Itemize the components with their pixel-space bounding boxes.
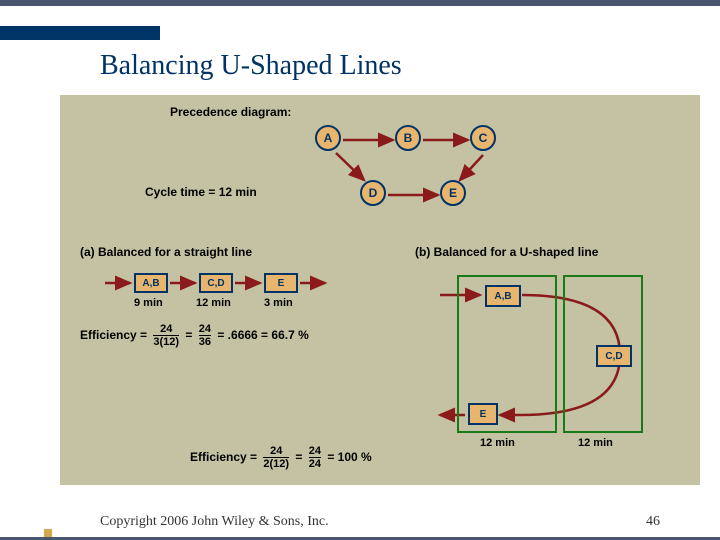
u-box-e: E bbox=[468, 403, 498, 425]
copyright: Copyright 2006 John Wiley & Sons, Inc. bbox=[100, 514, 329, 530]
u-time-2: 12 min bbox=[578, 437, 613, 449]
efficiency-b: Efficiency = 242(12) = 2424 = 100 % bbox=[190, 445, 372, 470]
box-ab: A,B bbox=[134, 273, 168, 293]
efficiency-a: Efficiency = 243(12) = 2436 = .6666 = 66… bbox=[80, 323, 309, 348]
u-box-cd: C,D bbox=[596, 345, 632, 367]
box-e: E bbox=[264, 273, 298, 293]
section-b-label: (b) Balanced for a U-shaped line bbox=[415, 245, 598, 259]
slide-title: Balancing U-Shaped Lines bbox=[100, 50, 402, 82]
time-2: 12 min bbox=[196, 297, 231, 309]
accent-bar bbox=[0, 26, 160, 40]
content-area: Precedence diagram: Cycle time = 12 min … bbox=[60, 95, 700, 485]
box-cd: C,D bbox=[199, 273, 233, 293]
section-a-label: (a) Balanced for a straight line bbox=[80, 245, 252, 259]
footer: Copyright 2006 John Wiley & Sons, Inc. 4… bbox=[100, 514, 660, 530]
eff2-post: = 100 % bbox=[327, 450, 371, 464]
eff2-pre: Efficiency = bbox=[190, 450, 257, 464]
time-1: 9 min bbox=[134, 297, 163, 309]
bottom-square bbox=[44, 529, 52, 537]
top-stripe bbox=[0, 0, 720, 6]
eff1-pre: Efficiency = bbox=[80, 328, 147, 342]
eff1-post: = .6666 = 66.7 % bbox=[217, 328, 308, 342]
u-time-1: 12 min bbox=[480, 437, 515, 449]
time-3: 3 min bbox=[264, 297, 293, 309]
u-box-ab: A,B bbox=[485, 285, 521, 307]
page-number: 46 bbox=[646, 514, 660, 530]
